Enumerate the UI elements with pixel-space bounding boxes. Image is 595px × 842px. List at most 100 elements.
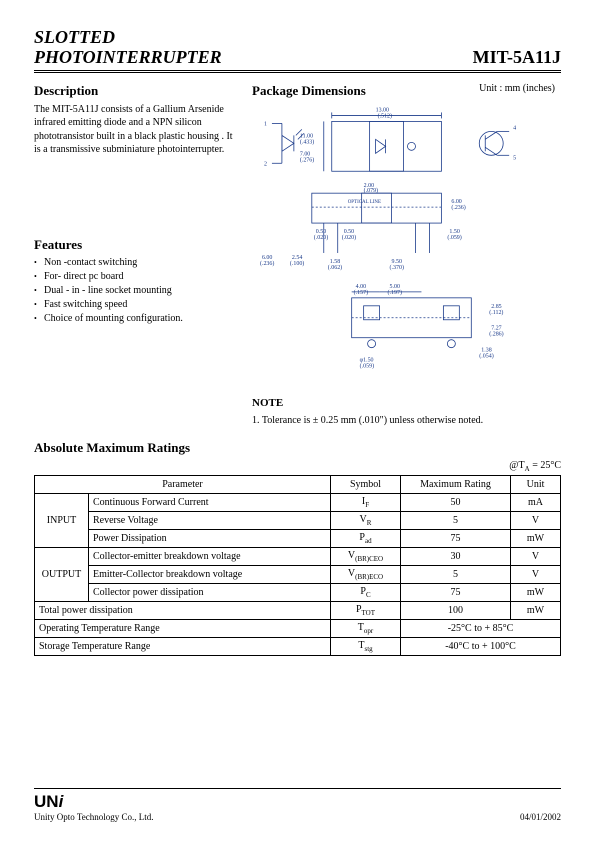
sym-sub: TOT	[362, 609, 375, 617]
table-row: OUTPUT Collector-emitter breakdown volta…	[35, 547, 561, 565]
cell-param: Collector-emitter breakdown voltage	[89, 547, 331, 565]
dim-050ai: (.020)	[314, 234, 328, 241]
cell-max: 75	[401, 529, 511, 547]
cell-unit: V	[511, 547, 561, 565]
dim-k4i: (.157)	[354, 288, 368, 295]
sym-sub: opr	[364, 627, 373, 635]
sym-sub: ad	[365, 537, 372, 545]
feature-item: For- direct pc board	[34, 271, 234, 282]
cell-unit: mA	[511, 493, 561, 511]
footer-row: UNi Unity Opto Technology Co., Ltd. 04/0…	[34, 792, 561, 822]
note-text: 1. Tolerance is ± 0.25 mm (.010") unless…	[252, 415, 561, 426]
cell-param: Collector power dissipation	[89, 583, 331, 601]
dim-k727i: (.286)	[489, 330, 503, 337]
cell-param: Storage Temperature Range	[35, 637, 331, 655]
table-row: INPUT Continuous Forward Current IF 50 m…	[35, 493, 561, 511]
sym: V	[360, 514, 367, 525]
dim-150i: (.059)	[447, 234, 461, 241]
dim-b25i: (.100)	[290, 260, 304, 267]
company-name: Unity Opto Technology Co., Ltd.	[34, 812, 153, 822]
cell-sym: Pad	[331, 529, 401, 547]
description-heading: Description	[34, 83, 234, 99]
cell-max: -25°C to + 85°C	[401, 619, 561, 637]
cell-param: Emitter-Collector breakdown voltage	[89, 565, 331, 583]
pin-2: 2	[264, 161, 267, 167]
cell-param: Continuous Forward Current	[89, 493, 331, 511]
footer: UNi Unity Opto Technology Co., Ltd. 04/0…	[34, 788, 561, 822]
optical-line: OPTICAL LINE	[348, 200, 381, 205]
title-line-1: SLOTTED	[34, 28, 222, 48]
cell-param: Power Dissipation	[89, 529, 331, 547]
pin-4: 4	[513, 125, 516, 131]
cell-max: 75	[401, 583, 511, 601]
title-line-2: PHOTOINTERRUPTER	[34, 48, 222, 68]
right-column: Package Dimensions Unit : mm (inches) 1 …	[252, 83, 561, 426]
cell-sym: V(BR)ECO	[331, 565, 401, 583]
ratings-condition: @TA = 25°C	[34, 460, 561, 473]
table-row: Operating Temperature Range Topr -25°C t…	[35, 619, 561, 637]
dim-k138i: (.054)	[479, 352, 493, 359]
cell-param: Operating Temperature Range	[35, 619, 331, 637]
note-heading: NOTE	[252, 397, 561, 409]
group-output: OUTPUT	[35, 547, 89, 601]
main-two-col: Description The MIT-5A11J consists of a …	[34, 83, 561, 426]
sym-sub: F	[365, 501, 369, 509]
features-list: Non -contact switching For- direct pc bo…	[34, 257, 234, 324]
table-row: Power Dissipation Pad 75 mW	[35, 529, 561, 547]
dim-k285i: (.112)	[489, 308, 503, 315]
feature-item: Fast switching speed	[34, 299, 234, 310]
table-row: Storage Temperature Range Tstg -40°C to …	[35, 637, 561, 655]
header: SLOTTED PHOTOINTERRUPTER MIT-5A11J	[34, 28, 561, 73]
cell-max: 5	[401, 511, 511, 529]
dim-b95i: (.370)	[390, 264, 404, 271]
feature-item: Non -contact switching	[34, 257, 234, 268]
table-row: Emitter-Collector breakdown voltage V(BR…	[35, 565, 561, 583]
pin-5: 5	[513, 155, 516, 161]
cell-unit: V	[511, 511, 561, 529]
cell-sym: V(BR)CEO	[331, 547, 401, 565]
footer-left: UNi Unity Opto Technology Co., Ltd.	[34, 792, 153, 822]
cell-param: Total power dissipation	[35, 601, 331, 619]
ratings-section: Absolute Maximum Ratings @TA = 25°C Para…	[34, 440, 561, 656]
cell-max: 30	[401, 547, 511, 565]
doc-title: SLOTTED PHOTOINTERRUPTER	[34, 28, 222, 68]
description-text: The MIT-5A11J consists of a Gallium Arse…	[34, 103, 234, 157]
logo: UNi	[34, 792, 153, 812]
sym-sub: (BR)CEO	[355, 555, 383, 563]
feature-item: Choice of mounting configuration.	[34, 313, 234, 324]
sym-sub: stg	[364, 645, 372, 653]
table-row: Total power dissipation PTOT 100 mW	[35, 601, 561, 619]
cell-max: 5	[401, 565, 511, 583]
cell-sym: PC	[331, 583, 401, 601]
cell-unit: V	[511, 565, 561, 583]
dim-b6i: (.236)	[260, 260, 274, 267]
dim-7i: (.276)	[300, 156, 314, 163]
package-svg: 1 2 13.00 (.512) 11.00	[252, 103, 561, 393]
table-row: Collector power dissipation PC 75 mW	[35, 583, 561, 601]
footer-date: 04/01/2002	[520, 812, 561, 822]
sym-sub: C	[366, 591, 371, 599]
cell-param: Reverse Voltage	[89, 511, 331, 529]
sym-sub: R	[367, 519, 372, 527]
sym-sub: (BR)ECO	[355, 573, 383, 581]
feature-item: Dual - in - line socket mounting	[34, 285, 234, 296]
dim-k15i: (.059)	[360, 362, 374, 369]
dim-11i: (.433)	[300, 138, 314, 145]
cell-max: 100	[401, 601, 511, 619]
cell-sym: Topr	[331, 619, 401, 637]
features-heading: Features	[34, 237, 234, 253]
cell-unit: mW	[511, 601, 561, 619]
dim-050bi: (.020)	[342, 234, 356, 241]
cell-sym: PTOT	[331, 601, 401, 619]
features-block: Features Non -contact switching For- dir…	[34, 237, 234, 324]
ratings-heading: Absolute Maximum Ratings	[34, 440, 561, 456]
dim-6i: (.236)	[451, 204, 465, 211]
cell-sym: VR	[331, 511, 401, 529]
cell-max: 50	[401, 493, 511, 511]
unit-label: Unit : mm (inches)	[479, 83, 555, 94]
dim-13i: (.512)	[378, 112, 392, 119]
th-max: Maximum Rating	[401, 475, 511, 493]
dim-k5i: (.197)	[388, 288, 402, 295]
cell-max: -40°C to + 100°C	[401, 637, 561, 655]
cond-at: @T	[509, 460, 524, 471]
